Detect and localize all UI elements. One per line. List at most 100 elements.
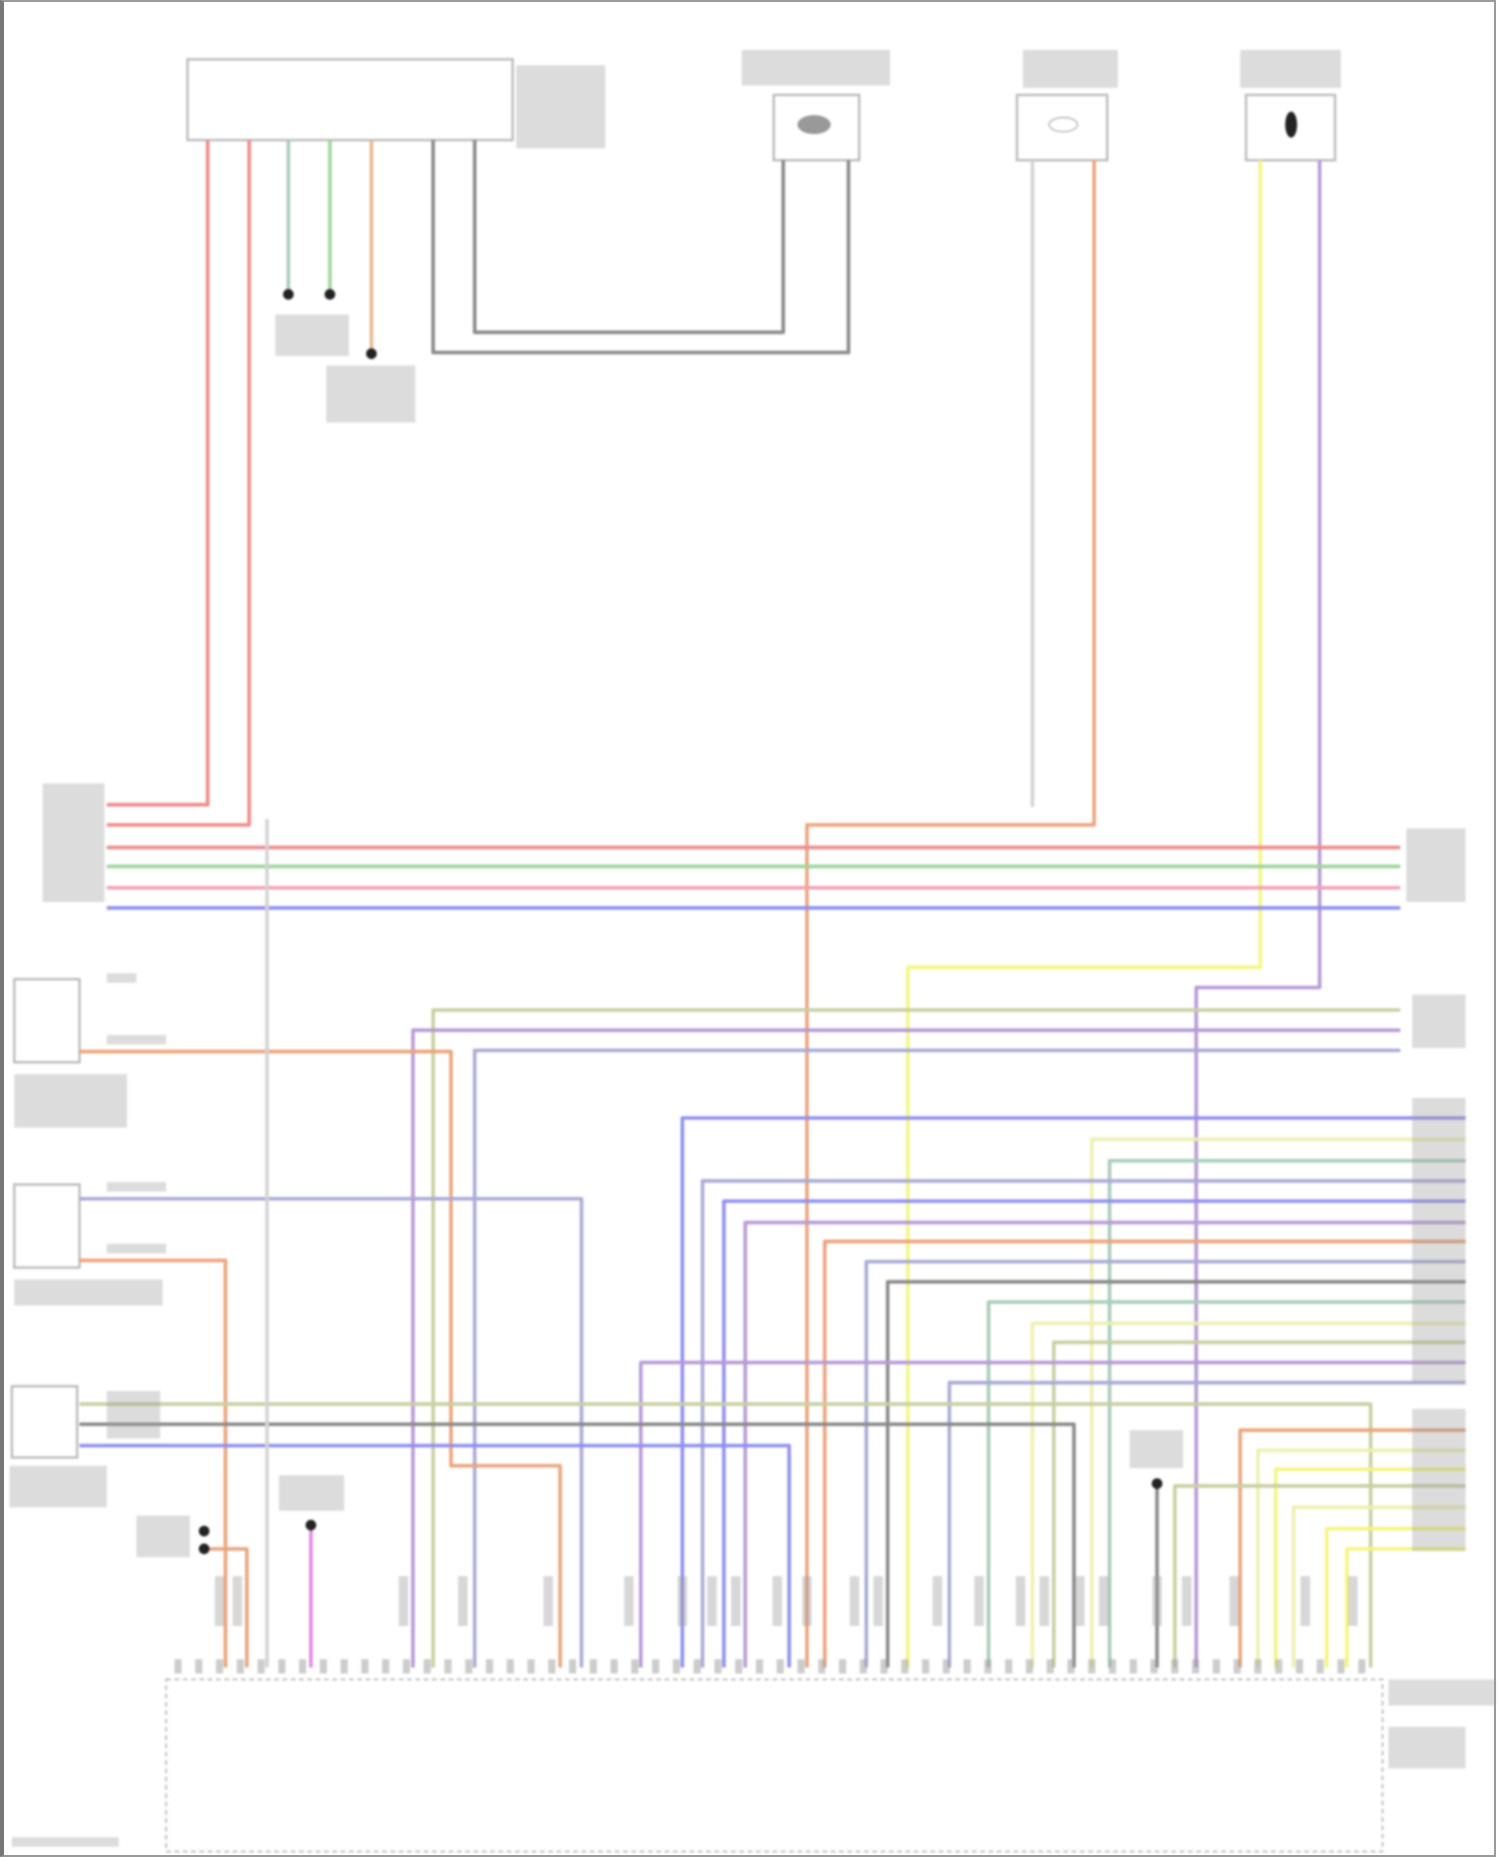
pin-number [942,1659,950,1674]
wire-olive [431,1008,1401,1668]
wire-bluegray [700,1179,1466,1668]
pin-number [1192,1659,1200,1674]
wire-code-label [1348,1576,1358,1627]
pin-number [672,1659,680,1674]
wire-yellow [906,160,1263,1668]
pin-number [1025,1659,1034,1674]
wire-olive [1173,1484,1466,1668]
pin-number [382,1659,390,1674]
wire-code-label [731,1576,741,1627]
wire-purple [639,1360,1466,1668]
pin-number [1108,1659,1117,1674]
pin-number [402,1659,411,1674]
wire-blue [680,1116,1466,1668]
pin-number [984,1659,992,1674]
wire-olive [1052,1340,1466,1668]
wire-code-label [677,1576,688,1627]
pin-number [485,1659,494,1674]
wire-olive [79,1402,1373,1668]
wire-orange [79,1258,228,1668]
pin-number [693,1659,701,1674]
wire-code-label [458,1576,468,1627]
pin-number [735,1659,743,1674]
pin-number [1337,1659,1345,1674]
pin-number [319,1659,327,1674]
wire-yellow [1324,1526,1466,1668]
pin-number [361,1659,369,1674]
label-block [741,49,891,86]
pin-number [755,1659,764,1674]
pin-number [1358,1659,1366,1674]
wire-orange [822,1239,1466,1668]
pin-number [299,1659,307,1674]
pin-number [1212,1659,1220,1674]
pin-number [1150,1659,1158,1674]
pin-number [548,1659,556,1674]
pin-number [1295,1659,1304,1674]
pin-number [1005,1659,1013,1674]
wire-bluegray [947,1380,1466,1668]
splice-dot [198,1525,210,1537]
pin-number [527,1659,535,1674]
splice-dot [198,1543,210,1555]
pin-number [610,1659,618,1674]
pin-number [714,1659,722,1674]
wire-purple [411,1028,1401,1668]
wire-paleyellow [1256,1448,1466,1668]
wire-gray [885,1280,1466,1668]
label-block [1388,1679,1496,1706]
label-block [1412,1097,1466,1383]
label-block [106,1391,161,1439]
wire-gray [79,1422,1076,1668]
wire-code-label [543,1576,554,1627]
wire-bluegray [864,1259,1466,1668]
label-block [106,973,137,983]
pin-number [1316,1659,1324,1674]
wire-bluegray [472,1048,1401,1668]
label-block [275,314,349,357]
wire-code-label [214,1576,225,1627]
sensor-box [1015,93,1109,162]
wire-yellow [1345,1547,1466,1668]
label-block [1412,994,1466,1048]
wire-orange [204,1547,249,1668]
valve-box [13,1183,81,1269]
label-block [106,1182,167,1192]
splice-dot [324,289,336,300]
wire-paleyellow [1291,1505,1466,1668]
label-block [1412,1408,1466,1552]
wire-gray [431,140,851,355]
wire-red [106,140,210,807]
wire-code-label [1075,1576,1085,1627]
label-block [9,1465,107,1508]
wire-code-label [398,1576,409,1627]
label-blocks [9,49,1496,1847]
valve-box [13,977,81,1064]
pin-number [257,1659,265,1674]
wire-code-label [1152,1576,1162,1627]
pin-number [278,1659,286,1674]
wire-code-label [1098,1576,1109,1627]
label-block [326,365,416,423]
wire-purple [743,1220,1466,1668]
label-block [11,1837,119,1847]
pin-number [1254,1659,1262,1674]
pin-number [174,1659,182,1674]
pin-number [859,1659,867,1674]
splice-dot [283,289,294,300]
wire-code-label [707,1576,717,1627]
wire-greengray [986,1300,1466,1668]
splice-dot [366,348,377,360]
wire-orange [805,160,1096,1668]
wire-orange [1238,1428,1466,1668]
pin-number [922,1659,930,1674]
wire-blue [79,1443,791,1668]
pin-number [506,1659,514,1674]
label-block [1022,49,1118,88]
pin-number [236,1659,244,1674]
wire-code-label [974,1576,984,1627]
wire-orange [79,1049,562,1668]
connector-box [186,58,514,142]
sensor-box [1244,93,1337,162]
wire-paleyellow [1030,1321,1466,1668]
